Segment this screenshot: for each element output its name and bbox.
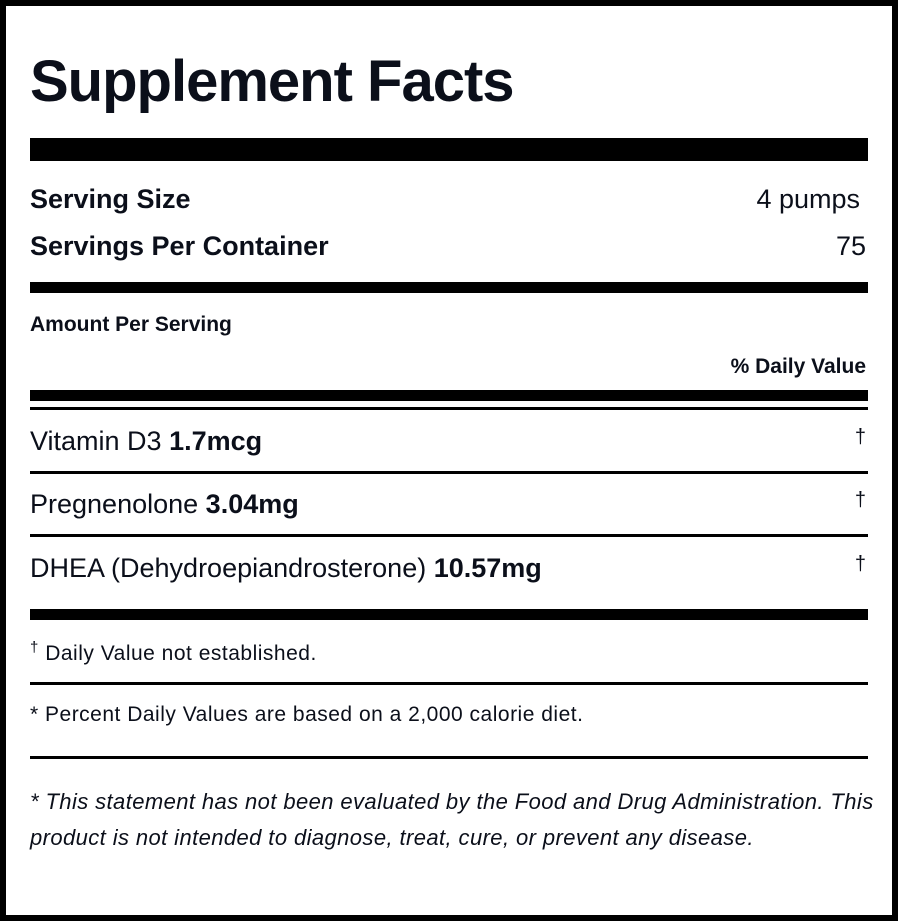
servings-per-container-value: 75 bbox=[835, 231, 866, 261]
serving-size-value: 4 pumps bbox=[756, 184, 860, 214]
ingredient-row: Vitamin D3 1.7mcg bbox=[30, 426, 262, 457]
ingredient-dv: † bbox=[854, 553, 866, 575]
ingredient-name: DHEA (Dehydroepiandrosterone) bbox=[30, 553, 427, 583]
divider-thin bbox=[30, 682, 868, 685]
serving-size-label: Serving Size bbox=[30, 184, 191, 214]
divider-thin bbox=[30, 471, 868, 474]
dagger-footnote: † Daily Value not established. bbox=[30, 639, 317, 666]
dagger-footnote-text: Daily Value not established. bbox=[45, 642, 317, 665]
ingredient-dv: † bbox=[854, 426, 866, 448]
ingredient-dv: † bbox=[854, 489, 866, 511]
dagger-symbol: † bbox=[30, 639, 39, 656]
daily-value-header: % Daily Value bbox=[730, 355, 866, 378]
servings-per-container-label: Servings Per Container bbox=[30, 231, 329, 261]
ingredient-row: DHEA (Dehydroepiandrosterone) 10.57mg bbox=[30, 553, 542, 584]
divider-thin bbox=[30, 407, 868, 410]
divider-thin bbox=[30, 756, 868, 759]
ingredient-row: Pregnenolone 3.04mg bbox=[30, 489, 299, 520]
amount-per-serving-label: Amount Per Serving bbox=[30, 313, 232, 336]
ingredient-amount: 10.57mg bbox=[433, 553, 542, 583]
ingredient-name: Pregnenolone bbox=[30, 489, 199, 519]
divider-thick bbox=[30, 138, 868, 161]
percent-daily-note: * Percent Daily Values are based on a 2,… bbox=[30, 703, 584, 726]
fda-disclaimer: * This statement has not been evaluated … bbox=[30, 789, 874, 850]
divider-medium bbox=[30, 390, 868, 401]
ingredient-amount: 1.7mcg bbox=[169, 426, 263, 456]
ingredient-amount: 3.04mg bbox=[205, 489, 299, 519]
divider-thin bbox=[30, 534, 868, 537]
ingredient-name: Vitamin D3 bbox=[30, 426, 162, 456]
divider-medium bbox=[30, 609, 868, 620]
divider-medium bbox=[30, 282, 868, 293]
page-title: Supplement Facts bbox=[30, 49, 515, 114]
